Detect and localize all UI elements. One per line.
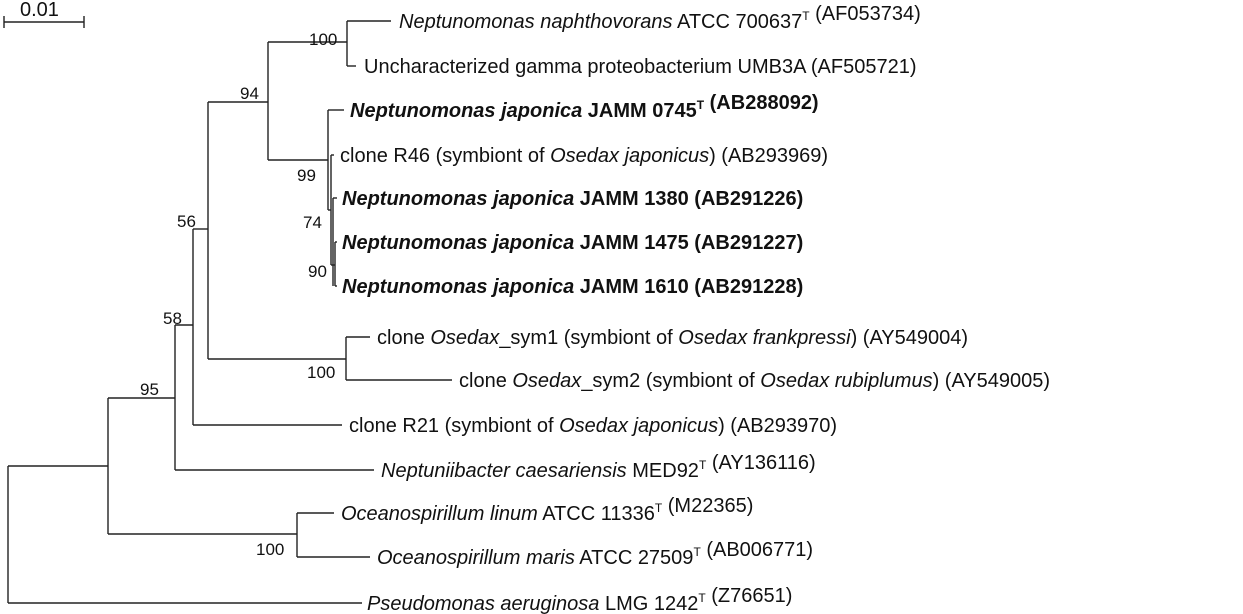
- taxon-label: clone Osedax_sym1 (symbiont of Osedax fr…: [377, 327, 968, 349]
- taxon-label-part: MED92: [627, 460, 699, 482]
- taxon-label: Neptunomonas naphthovorans ATCC 700637T …: [399, 3, 921, 33]
- taxon-label-part: (M22365): [662, 495, 753, 517]
- taxon-label-part: ) (AB293970): [718, 415, 837, 437]
- taxon-label-part: Neptunomonas japonica: [342, 188, 574, 210]
- bootstrap-value: 100: [309, 30, 337, 49]
- taxon-label: clone R46 (symbiont of Osedax japonicus)…: [340, 145, 828, 167]
- taxon-label: Neptunomonas japonica JAMM 1475 (AB29122…: [342, 232, 803, 254]
- taxon-label-part: JAMM 1380 (AB291226): [574, 188, 803, 210]
- taxon-label-part: _sym2 (symbiont of: [580, 370, 760, 392]
- taxon-label-part: Oceanospirillum maris: [377, 547, 575, 569]
- taxon-label-part: Oceanospirillum linum: [341, 503, 538, 525]
- taxon-label-part: clone R21 (symbiont of: [349, 415, 559, 437]
- bootstrap-value: 56: [177, 212, 196, 231]
- bootstrap-value: 99: [297, 166, 316, 185]
- tree-branches: [7, 20, 452, 604]
- taxon-label-part: (AF053734): [810, 3, 921, 25]
- bootstrap-value: 100: [256, 540, 284, 559]
- taxon-label-part: Pseudomonas aeruginosa: [367, 593, 599, 614]
- bootstrap-value: 100: [307, 363, 335, 382]
- taxon-label-part: JAMM 1610 (AB291228): [574, 276, 803, 298]
- taxon-label-part: Osedax: [512, 370, 582, 392]
- bootstrap-value: 58: [163, 309, 182, 328]
- taxon-label-part: Neptuniibacter caesariensis: [381, 460, 627, 482]
- taxon-label-part: ) (AY549005): [933, 370, 1050, 392]
- bootstrap-value: 90: [308, 262, 327, 281]
- bootstrap-value: 94: [240, 84, 259, 103]
- taxon-label-part: Osedax japonicus: [550, 145, 709, 167]
- taxon-label-part: ATCC 11336: [538, 503, 655, 525]
- taxon-label-part: clone R46 (symbiont of: [340, 145, 550, 167]
- taxon-label: Uncharacterized gamma proteobacterium UM…: [364, 56, 916, 78]
- taxon-label-part: _sym1 (symbiont of: [498, 327, 678, 349]
- bootstrap-values: 100 94 99 74 90 56 58 100 95 100: [140, 30, 337, 559]
- taxon-labels: Neptunomonas naphthovorans ATCC 700637T …: [340, 3, 1050, 614]
- type-strain-superscript: T: [698, 591, 706, 605]
- taxon-label: Neptunomonas japonica JAMM 1380 (AB29122…: [342, 188, 803, 210]
- taxon-label: Oceanospirillum linum ATCC 11336T (M2236…: [341, 495, 753, 525]
- type-strain-superscript: T: [693, 545, 701, 559]
- taxon-label: Neptunomonas japonica JAMM 0745T (AB2880…: [350, 92, 819, 122]
- type-strain-superscript: T: [697, 98, 705, 112]
- type-strain-superscript: T: [655, 501, 663, 515]
- taxon-label-part: Neptunomonas japonica: [342, 232, 574, 254]
- taxon-label-part: JAMM 0745: [582, 100, 697, 122]
- taxon-label-part: clone: [377, 327, 430, 349]
- taxon-label: Pseudomonas aeruginosa LMG 1242T (Z76651…: [367, 585, 792, 614]
- taxon-label-part: (AB006771): [701, 539, 813, 561]
- type-strain-superscript: T: [699, 458, 707, 472]
- taxon-label-part: Neptunomonas japonica: [342, 276, 574, 298]
- taxon-label-part: ) (AY549004): [851, 327, 968, 349]
- taxon-label-part: Osedax frankpressi: [678, 327, 851, 349]
- taxon-label: clone Osedax_sym2 (symbiont of Osedax ru…: [459, 370, 1050, 392]
- taxon-label-part: ATCC 27509: [575, 547, 694, 569]
- taxon-label-part: Osedax japonicus: [559, 415, 718, 437]
- taxon-label-part: (AY136116): [706, 452, 815, 474]
- taxon-label-part: (AB288092): [704, 92, 819, 114]
- taxon-label: Neptuniibacter caesariensis MED92T (AY13…: [381, 452, 816, 482]
- taxon-label-part: ) (AB293969): [709, 145, 828, 167]
- taxon-label-part: Osedax: [430, 327, 500, 349]
- taxon-label-part: ATCC 700637: [673, 11, 803, 33]
- taxon-label: Oceanospirillum maris ATCC 27509T (AB006…: [377, 539, 813, 569]
- taxon-label-part: Neptunomonas naphthovorans: [399, 11, 673, 33]
- taxon-label-part: Osedax rubiplumus: [760, 370, 932, 392]
- taxon-label-part: (Z76651): [706, 585, 793, 607]
- taxon-label-part: Uncharacterized gamma proteobacterium UM…: [364, 56, 916, 78]
- taxon-label-part: clone: [459, 370, 512, 392]
- scale-bar-label: 0.01: [20, 0, 59, 21]
- taxon-label-part: LMG 1242: [599, 593, 698, 614]
- type-strain-superscript: T: [802, 9, 810, 23]
- bootstrap-value: 74: [303, 213, 322, 232]
- taxon-label-part: JAMM 1475 (AB291227): [574, 232, 803, 254]
- taxon-label: clone R21 (symbiont of Osedax japonicus)…: [349, 415, 837, 437]
- bootstrap-value: 95: [140, 380, 159, 399]
- taxon-label: Neptunomonas japonica JAMM 1610 (AB29122…: [342, 276, 803, 298]
- scale-bar: 0.01: [3, 0, 85, 28]
- taxon-label-part: Neptunomonas japonica: [350, 100, 582, 122]
